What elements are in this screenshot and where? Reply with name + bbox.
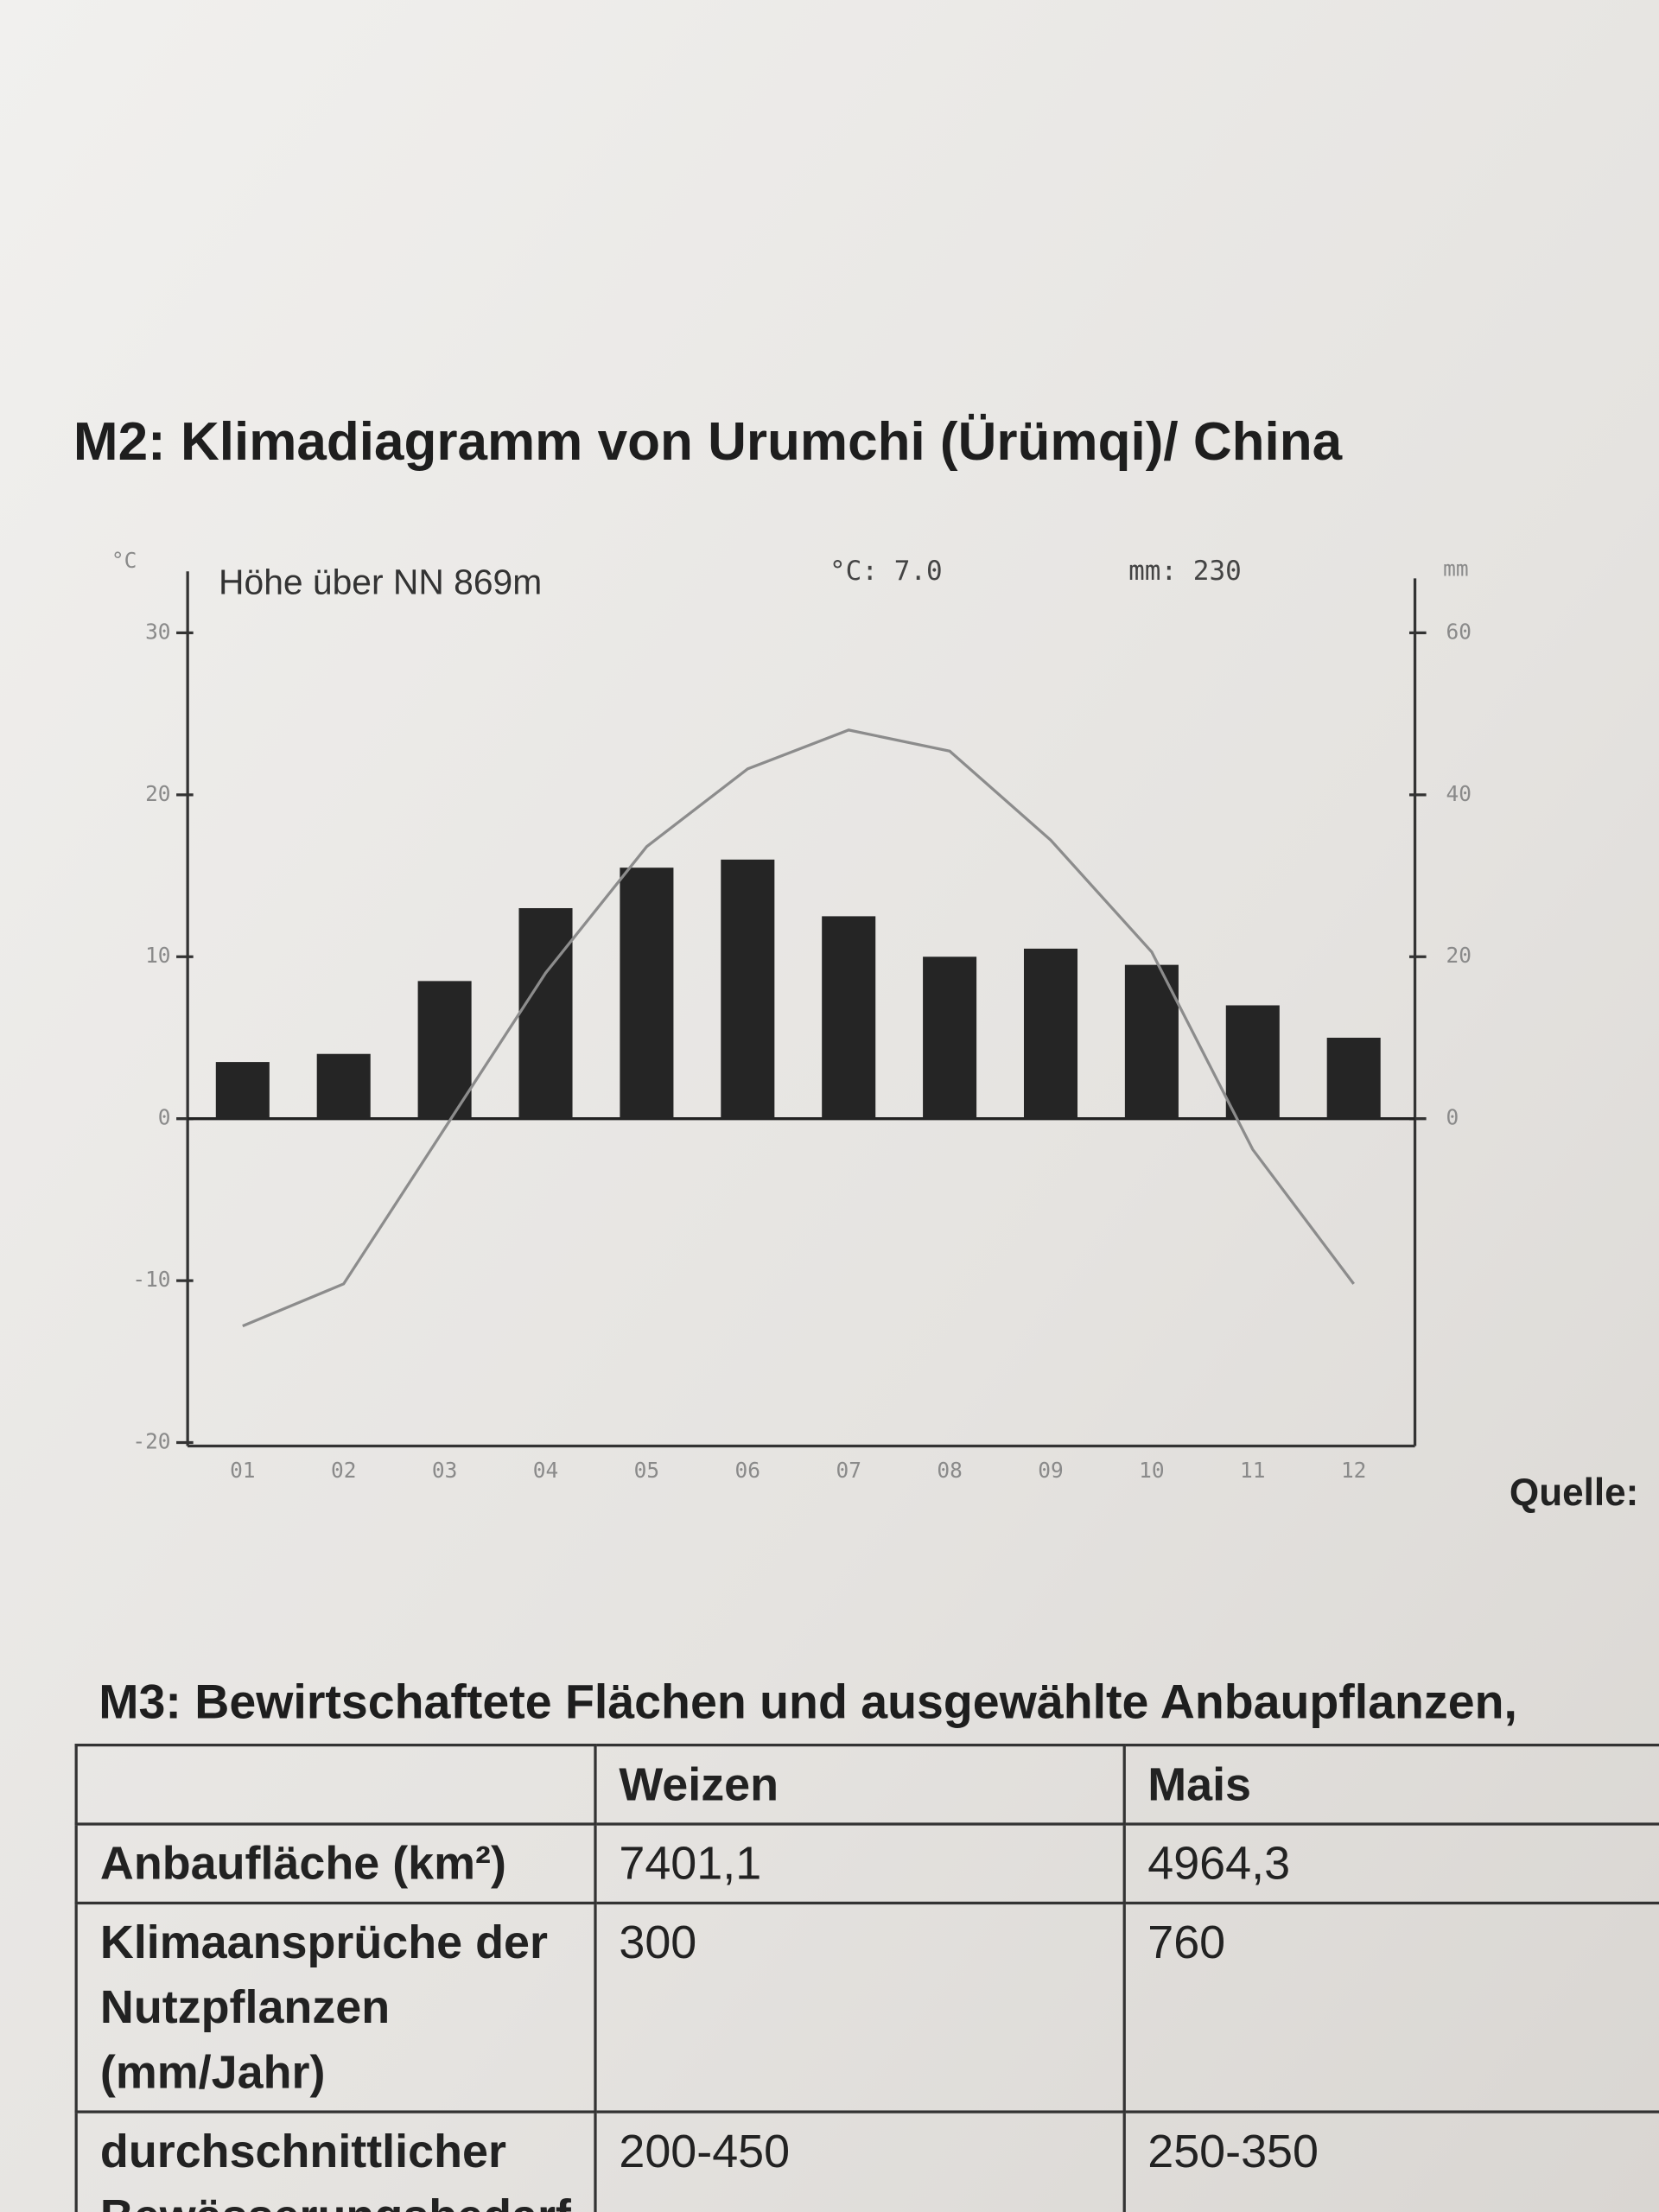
y2-axis-unit: mm — [1443, 556, 1468, 582]
bar — [1023, 948, 1078, 1119]
bar — [822, 916, 876, 1119]
bar — [316, 1053, 371, 1119]
x-tick-label: 01 — [230, 1458, 255, 1483]
bar — [518, 908, 573, 1119]
x-tick-label: 02 — [331, 1458, 356, 1483]
x-tick-label: 10 — [1139, 1458, 1164, 1483]
y-tick-label: -10 — [132, 1267, 170, 1292]
x-tick-label: 07 — [836, 1458, 861, 1483]
table-row: durchschnittlicher Bewässerungsbedarf 20… — [74, 2110, 1659, 2212]
row-header: Klimaansprüche der Nutzpflanzen (mm/Jahr… — [74, 1901, 597, 2113]
table-row: Anbaufläche (km²) 7401,1 4964,3 — [74, 1822, 1659, 1905]
table: Weizen Mais Anbaufläche (km²) 7401,1 496… — [74, 1743, 1659, 2212]
y-tick-label: 20 — [145, 781, 170, 806]
row-header: durchschnittlicher Bewässerungsbedarf — [74, 2110, 597, 2212]
x-tick-label: 06 — [735, 1458, 760, 1483]
column-header: Mais — [1122, 1743, 1659, 1826]
heading: M2: Klimadiagramm von Urumchi (Ürümqi)/ … — [73, 412, 1343, 472]
table-cell: 7401,1 — [593, 1822, 1126, 1905]
table-cell: 200-450 — [593, 2110, 1126, 2212]
y-tick-label: 10 — [145, 943, 170, 968]
y-tick-label: 30 — [145, 619, 170, 644]
bar — [417, 981, 472, 1119]
x-tick-label: 11 — [1240, 1458, 1265, 1483]
row-header: Anbaufläche (km²) — [74, 1822, 597, 1905]
table-header-row: Weizen Mais — [74, 1743, 1659, 1826]
annotation: Höhe über NN 869m — [219, 562, 542, 601]
annotation: mm: 230 — [1128, 556, 1242, 587]
y2-tick-label: 0 — [1446, 1105, 1459, 1130]
y-tick-label: 0 — [158, 1105, 171, 1130]
table-cell: 760 — [1122, 1901, 1659, 2113]
y-axis-unit: °C — [111, 548, 137, 573]
bar — [1225, 1005, 1280, 1119]
bar — [215, 1062, 270, 1119]
table-cell — [74, 1743, 597, 1826]
bar — [620, 868, 674, 1119]
x-tick-label: 04 — [533, 1458, 558, 1483]
y2-tick-label: 60 — [1446, 619, 1471, 644]
temperature-line — [242, 728, 1355, 1328]
y-tick-label: -20 — [132, 1429, 170, 1454]
table-cell: 300 — [593, 1901, 1126, 2113]
bar — [1326, 1037, 1381, 1119]
x-tick-label: 09 — [1038, 1458, 1063, 1483]
chart: °C mm Höhe über NN 869m °C: 7.0 mm: 230 … — [111, 548, 1471, 1483]
x-tick-label: 08 — [937, 1458, 962, 1483]
table-row: Klimaansprüche der Nutzpflanzen (mm/Jahr… — [74, 1901, 1659, 2113]
table-cell: 250-350 — [1122, 2110, 1659, 2212]
x-tick-label: 03 — [432, 1458, 457, 1483]
table-cell: 4964,3 — [1122, 1822, 1659, 1905]
table-heading: M3: Bewirtschaftete Flächen und ausgewäh… — [99, 1675, 1517, 1729]
column-header: Weizen — [593, 1743, 1126, 1826]
bar — [721, 859, 775, 1119]
x-tick-label: 05 — [634, 1458, 659, 1483]
table-wrap: Weizen Mais Anbaufläche (km²) 7401,1 496… — [74, 1743, 1659, 2212]
bar — [923, 957, 977, 1119]
y2-tick-label: 20 — [1446, 943, 1471, 968]
x-tick-label: 12 — [1341, 1458, 1366, 1483]
source-label: Quelle: — [1510, 1471, 1638, 1514]
annotation: °C: 7.0 — [830, 556, 943, 587]
bar — [1124, 964, 1179, 1119]
y2-tick-label: 40 — [1446, 781, 1471, 806]
